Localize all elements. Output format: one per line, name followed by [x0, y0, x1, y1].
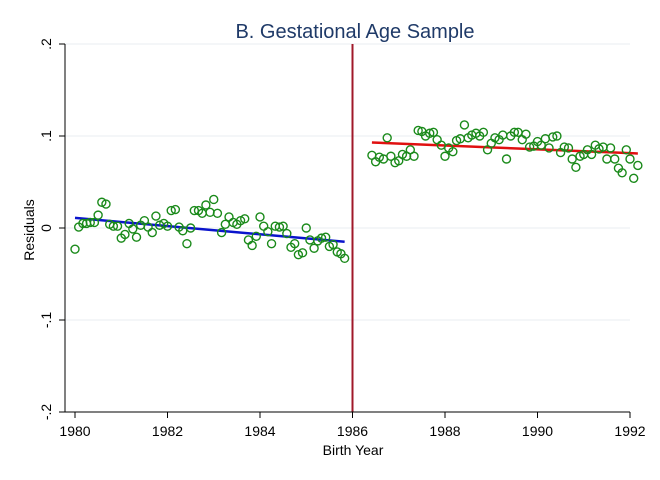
data-point — [316, 233, 327, 243]
data-point — [328, 239, 338, 250]
data-point — [478, 127, 489, 138]
data-point — [625, 154, 635, 164]
data-point — [413, 125, 423, 136]
y-tick-label: -.1 — [38, 312, 54, 329]
data-point — [216, 227, 227, 238]
data-point — [552, 131, 562, 141]
data-point — [289, 238, 300, 249]
data-point — [93, 210, 103, 220]
x-tick-label: 1986 — [337, 423, 368, 439]
data-point — [170, 204, 181, 215]
data-point — [633, 160, 643, 171]
data-point — [548, 132, 558, 142]
data-point — [166, 205, 176, 216]
data-point — [621, 145, 631, 155]
data-point — [521, 129, 531, 139]
data-point — [382, 133, 392, 143]
fit-lines — [74, 141, 638, 244]
fit-line — [371, 141, 638, 155]
x-axis-title: Birth Year — [323, 442, 384, 458]
data-point — [629, 173, 639, 184]
data-point — [509, 127, 520, 138]
data-point — [428, 127, 439, 138]
data-point — [571, 162, 581, 172]
data-point — [185, 223, 196, 233]
data-point — [151, 211, 161, 221]
data-point — [178, 226, 188, 236]
data-point — [617, 168, 627, 178]
data-point — [559, 142, 570, 152]
data-point — [586, 149, 597, 160]
fit-line — [74, 216, 345, 244]
data-point — [89, 217, 100, 228]
data-point — [251, 231, 261, 241]
data-point — [425, 128, 435, 138]
data-point — [524, 142, 535, 152]
data-point — [212, 208, 223, 218]
y-axis-title: Residuals — [21, 199, 37, 260]
data-point — [112, 221, 123, 231]
y-tick-label: -.2 — [38, 404, 54, 421]
data-point — [501, 154, 512, 164]
data-point — [339, 253, 350, 264]
scatter-points — [70, 120, 643, 264]
data-point — [263, 226, 273, 237]
data-point — [201, 200, 211, 210]
data-point — [147, 227, 157, 238]
x-tick-label: 1990 — [522, 423, 553, 439]
data-point — [131, 232, 142, 242]
data-point — [440, 151, 450, 161]
data-point — [282, 228, 292, 239]
data-point — [309, 243, 319, 253]
y-tick-label: 0 — [38, 224, 54, 232]
data-point — [605, 143, 616, 153]
data-point — [70, 244, 80, 254]
data-point — [182, 238, 192, 249]
x-tick-label: 1980 — [59, 423, 90, 439]
data-point — [386, 151, 396, 161]
x-tick-label: 1984 — [244, 423, 275, 439]
data-point — [544, 143, 554, 153]
data-point — [278, 221, 288, 231]
x-tick-label: 1988 — [429, 423, 460, 439]
data-point — [297, 248, 308, 258]
data-point — [247, 240, 257, 251]
data-point — [128, 224, 138, 234]
data-point — [108, 221, 119, 231]
y-tick-label: .1 — [38, 130, 54, 142]
data-point — [536, 140, 546, 150]
grid-lines — [65, 43, 630, 321]
data-point — [459, 120, 470, 130]
x-tick-label: 1992 — [614, 423, 645, 439]
data-point — [301, 223, 311, 233]
data-point — [266, 238, 277, 249]
y-axis: -.2 -.1 0 .1 .2 — [38, 38, 65, 420]
data-point — [255, 212, 265, 222]
chart-title: B. Gestational Age Sample — [235, 21, 474, 43]
data-point — [209, 194, 219, 205]
data-point — [448, 146, 458, 157]
data-point — [240, 214, 250, 224]
data-point — [610, 154, 620, 164]
y-tick-label: .2 — [38, 38, 54, 50]
data-point — [162, 221, 173, 231]
data-point — [85, 217, 95, 228]
data-point — [409, 151, 419, 161]
data-point — [567, 154, 577, 164]
data-point — [563, 143, 574, 153]
x-axis: 1980 1982 1984 1986 1988 1990 1992 — [59, 412, 646, 439]
data-point — [120, 229, 130, 240]
data-point — [101, 199, 111, 209]
data-point — [320, 232, 331, 242]
data-point — [274, 222, 285, 232]
x-tick-label: 1982 — [152, 423, 183, 439]
data-point — [189, 205, 200, 216]
